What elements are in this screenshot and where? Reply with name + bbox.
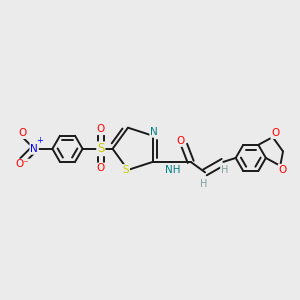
Text: H: H bbox=[200, 179, 207, 189]
Text: H: H bbox=[221, 165, 228, 175]
Text: N: N bbox=[150, 127, 158, 137]
Text: O: O bbox=[97, 164, 105, 173]
Text: N: N bbox=[30, 144, 38, 154]
Text: O⁻: O⁻ bbox=[16, 160, 29, 170]
Text: S: S bbox=[97, 142, 105, 155]
Text: O: O bbox=[97, 124, 105, 134]
Text: S: S bbox=[123, 165, 129, 175]
Text: +: + bbox=[36, 136, 43, 146]
Text: O: O bbox=[279, 165, 287, 175]
Text: O: O bbox=[18, 128, 26, 138]
Text: O: O bbox=[271, 128, 279, 138]
Text: O: O bbox=[176, 136, 184, 146]
Text: NH: NH bbox=[165, 165, 180, 175]
